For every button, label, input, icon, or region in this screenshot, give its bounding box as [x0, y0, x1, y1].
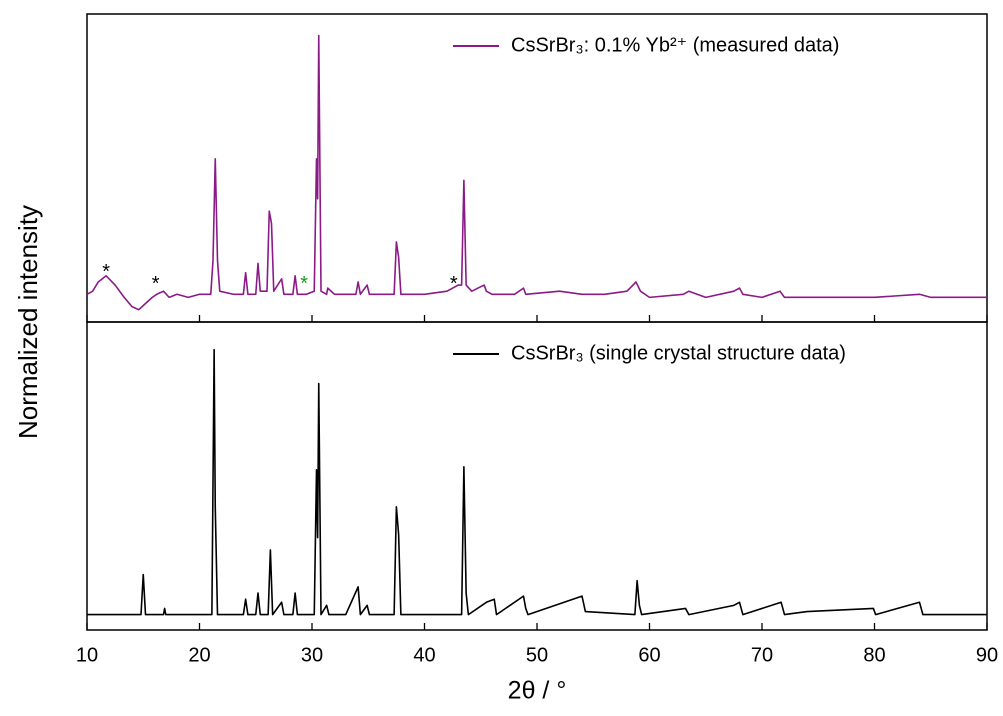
x-tick-label: 70 — [751, 644, 773, 666]
x-tick-label: 60 — [638, 644, 660, 666]
annotation: * — [300, 273, 308, 295]
x-tick-label: 90 — [976, 644, 998, 666]
x-tick-label: 40 — [413, 644, 435, 666]
x-tick-label: 50 — [526, 644, 548, 666]
annotation: * — [450, 273, 458, 295]
annotation: * — [152, 273, 160, 295]
x-tick-label: 30 — [301, 644, 323, 666]
annotation: * — [102, 261, 110, 283]
x-tick-label: 20 — [188, 644, 210, 666]
panel-frame — [86, 321, 988, 631]
panel-frame — [86, 13, 988, 323]
x-tick-label: 10 — [76, 644, 98, 666]
legend-label: CsSrBr₃ (single crystal structure data) — [511, 342, 846, 364]
y-axis-label: Normalized intensity — [13, 205, 43, 439]
data-line — [86, 34, 987, 311]
x-axis-label: 2θ / ° — [508, 677, 567, 705]
data-line — [87, 348, 987, 616]
x-tick-label: 80 — [863, 644, 885, 666]
legend-label: CsSrBr₃: 0.1% Yb²⁺ (measured data) — [511, 34, 839, 56]
